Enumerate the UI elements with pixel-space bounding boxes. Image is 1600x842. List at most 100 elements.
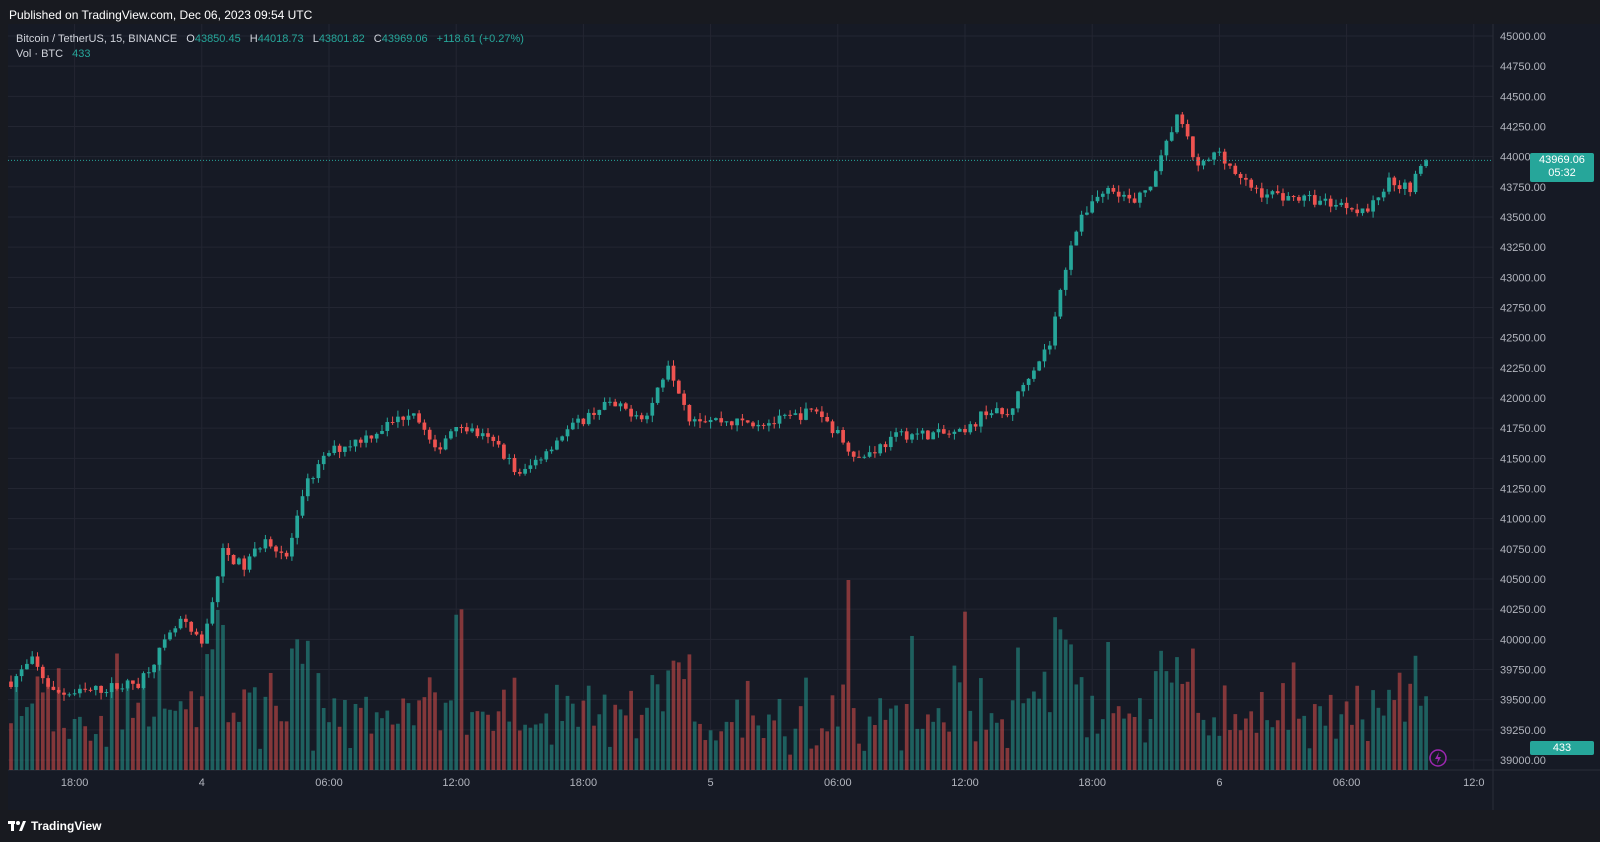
candle-body [1159,155,1163,172]
volume-bar [358,707,363,770]
volume-bar [311,750,315,770]
candle-body [72,693,77,695]
volume-bar [401,698,406,770]
volume-bar [989,713,994,770]
volume-bar [51,731,56,770]
candle-body [1344,202,1349,209]
volume-bar [1053,617,1057,770]
volume-bar [258,748,262,770]
volume-bar [952,665,957,770]
volume-bar [1244,718,1248,770]
y-tick-label: 41500.00 [1500,453,1546,465]
volume-bar [411,725,416,770]
volume-bar [1387,689,1391,770]
volume-bar [592,725,596,770]
volume-bar [1323,725,1328,770]
volume-bar [364,696,368,770]
volume-bar [88,740,93,770]
y-tick-label: 43500.00 [1500,212,1546,224]
y-tick-label: 43750.00 [1500,182,1546,194]
candle-body [1164,140,1169,156]
candle-body [873,452,877,454]
volume-bar [1318,706,1322,770]
volume-bar [1381,715,1386,770]
candle-body [539,459,543,461]
volume-bar [210,649,215,770]
candle-body [51,686,56,690]
volume-bar [560,721,565,770]
candle-body [1085,212,1089,215]
volume-bar [666,670,671,770]
volume-bar [634,738,639,770]
volume-bar [231,712,236,770]
volume-bar [46,683,50,770]
candle-body [396,416,400,423]
volume-bar [162,708,167,770]
volume-bar [549,744,554,770]
candle-body [1079,214,1084,232]
published-note: Published on TradingView.com, Dec 06, 20… [9,8,313,22]
price-chart[interactable]: 45000.0044750.0044500.0044250.0044000.00… [8,24,1600,810]
volume-bar [470,712,474,770]
candle-body [867,452,872,457]
volume-bar [941,722,946,770]
candle-body [1042,349,1047,362]
volume-bar [1355,685,1360,770]
volume-bar [502,689,506,770]
chart-area[interactable]: 45000.00 44750.00 44500.00 44250.00 44000.00… [8,24,1600,810]
candle-body [184,618,188,622]
candle-body [1180,114,1185,125]
brand-footer: TradingView [8,816,101,836]
x-tick-label: 18:00 [61,777,89,789]
volume-bar [1297,718,1301,770]
candle-body [1334,204,1338,207]
time-axis: 18:00 4 06:00 12:00 18:00 5 06:00 12:00 18:00 6 06… [61,777,1485,789]
volume-bar [1196,712,1201,770]
candle-body [1095,196,1100,202]
candle-body [714,418,718,420]
y-tick-label: 40500.00 [1500,574,1546,586]
candle-body [93,685,98,690]
grid [8,24,1600,810]
candle-body [173,628,178,633]
volume-bar [290,648,294,770]
candle-body [1047,345,1052,350]
volume-bar [1095,733,1100,770]
candle-body [247,556,252,570]
volume-bar [1069,644,1073,770]
candle-body [205,623,209,644]
volume-bar [756,725,761,770]
candle-body [1148,186,1153,191]
candle-body [1365,208,1370,212]
volume-bar [576,726,580,770]
candle-body [926,430,930,440]
volume-bar [1180,683,1185,770]
candle-body [1408,182,1413,193]
candle-body [1053,316,1057,346]
volume-bar [1010,700,1015,770]
volume-bar [247,692,252,770]
candle-body [279,551,284,553]
candle-body [1222,151,1227,164]
volume-bar [1100,719,1105,770]
volume-bar [396,723,400,770]
candle-body [1074,231,1079,246]
symbol-legend[interactable]: Bitcoin / TetherUS, 15, BINANCE O43850.4… [16,32,524,62]
x-tick-label: 12:0 [1463,777,1484,789]
y-tick-label: 44250.00 [1500,122,1546,134]
volume-bar [798,706,803,770]
volume-bar [1206,735,1211,770]
candle-body [1037,361,1042,371]
volume-bar [851,708,856,770]
candle-body [719,418,724,423]
candle-body [1063,269,1068,290]
candle-body [56,689,61,693]
candle-body [35,656,40,667]
volume-bar [93,734,98,770]
volume-bar [655,684,660,770]
volume-bar [782,736,787,770]
volume-bar [327,722,331,770]
y-tick-label: 45000.00 [1500,31,1546,43]
lightning-icon[interactable] [1428,748,1448,768]
candle-body [1328,198,1333,207]
